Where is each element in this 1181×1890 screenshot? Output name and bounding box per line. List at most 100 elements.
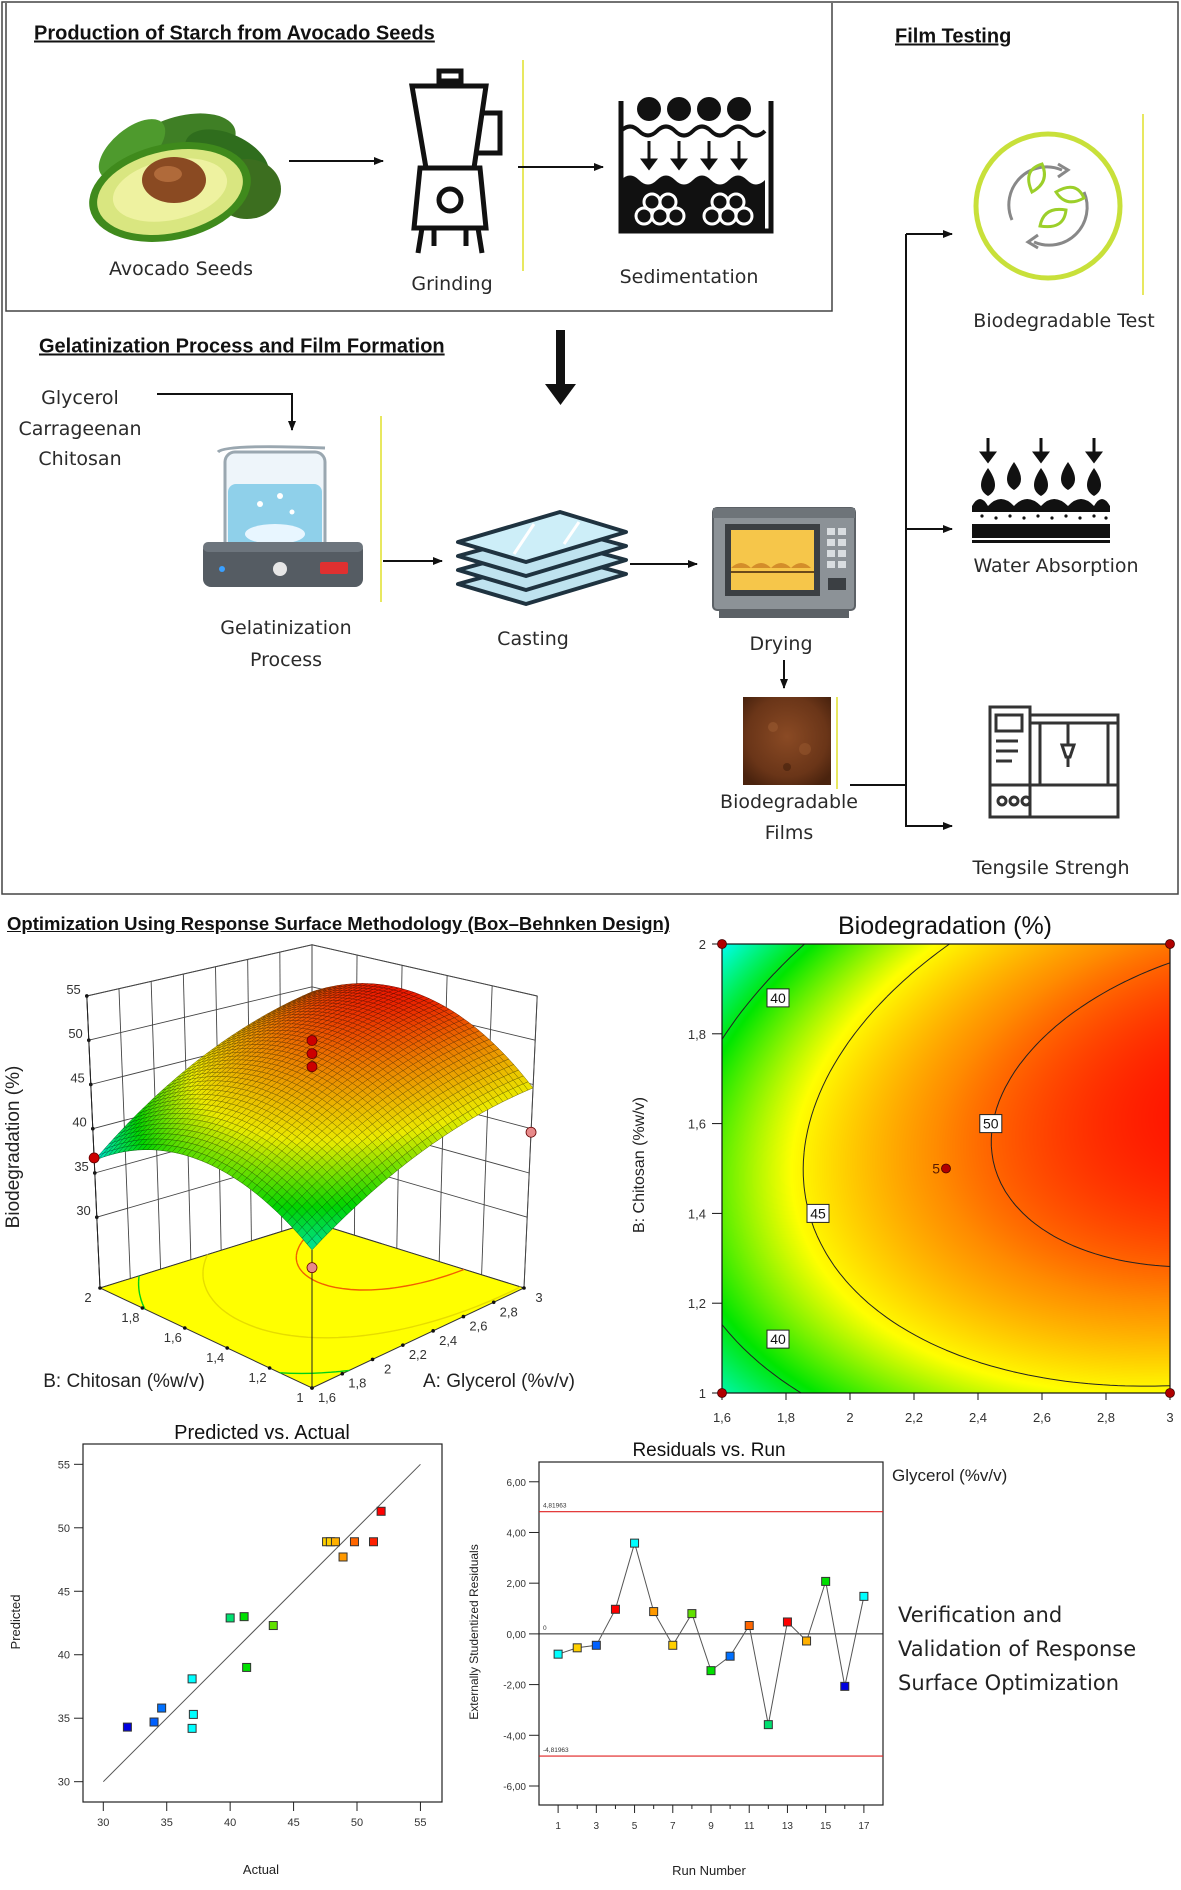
data-point	[349, 1537, 359, 1547]
data-point	[840, 1681, 850, 1691]
contour-line-45	[802, 943, 1171, 1387]
design-point	[1165, 1388, 1175, 1398]
ingredient-glycerol: Glycerol	[41, 387, 119, 409]
data-point	[630, 1538, 640, 1548]
contour-label: 40	[770, 990, 786, 1006]
z-tick-label: 40	[72, 1115, 86, 1130]
z-tick-label: 35	[74, 1159, 88, 1174]
arrow-ingredients-to-gelatinization	[157, 393, 296, 431]
x-tick-label: 55	[414, 1817, 426, 1829]
x-tick-label: 1	[555, 1821, 561, 1832]
section-title-starch-production: Production of Starch from Avocado Seeds	[34, 22, 435, 45]
accent-line	[522, 60, 524, 271]
data-point	[802, 1636, 812, 1646]
y-tick-label: 2	[699, 937, 706, 952]
a-tick-label: 2,6	[469, 1319, 487, 1334]
contour-frame	[721, 943, 1171, 1394]
surface-b-axis-label: B: Chitosan (%w/v)	[43, 1371, 205, 1392]
x-tick-label: 3	[594, 1821, 600, 1832]
section-title-film-testing: Film Testing	[895, 25, 1012, 48]
avocado-icon	[89, 113, 281, 242]
surface-cell	[306, 1238, 318, 1251]
x-tick-label: 1,8	[777, 1410, 795, 1425]
y-tick-label: -2,00	[503, 1681, 526, 1692]
a-tick-label: 2,2	[409, 1347, 427, 1362]
diagram-outer-frame	[1, 1, 1179, 895]
contour-line-50	[990, 962, 1171, 1267]
x-tick-label: 17	[858, 1821, 870, 1832]
b-tick-label: 1,2	[249, 1370, 267, 1385]
data-point	[763, 1720, 773, 1730]
verification-text-line-1: Verification and	[898, 1603, 1063, 1627]
water-drops-icon	[972, 438, 1110, 543]
section-title-gelatinization: Gelatinization Process and Film Formatio…	[39, 335, 445, 358]
a-tick-label: 2,8	[500, 1304, 518, 1319]
data-point	[821, 1576, 831, 1586]
data-point	[157, 1703, 167, 1713]
data-point	[268, 1621, 278, 1631]
limit-line-label: 4,81963	[543, 1503, 567, 1510]
surface-3d-plot: 30 35 40 45 50 55 1 1,2 1,4 1,6 1,8 2 1,6 1,8 2 2,2 2,4 2…	[66, 944, 543, 1405]
x-tick-label: 30	[97, 1817, 109, 1829]
zero-line-label: 0	[543, 1625, 547, 1632]
data-point	[187, 1723, 197, 1733]
b-tick-label: 1,6	[164, 1330, 182, 1345]
sedimentation-icon	[618, 97, 774, 234]
data-point	[188, 1709, 198, 1719]
a-tick	[401, 1343, 405, 1347]
data-point	[649, 1607, 659, 1617]
step-label-drying: Drying	[749, 633, 813, 655]
y-tick-label: 30	[58, 1777, 70, 1789]
residuals-vs-run-plot: 1 3 5 7 9 11 13 15 17-6,00-4,00-2,000,002,004,00…	[503, 1461, 884, 1832]
x-tick-label: 2	[846, 1410, 853, 1425]
contour-plot: 1,6 1,8 2 2,2 2,4 2,6 2,8 3 1 1,2 1,4 1,6 1,8 2 40 40 45…	[688, 937, 1175, 1425]
step-label-sedimentation: Sedimentation	[619, 266, 759, 288]
data-point	[239, 1612, 249, 1622]
y-tick-label: 35	[58, 1713, 70, 1725]
step-label-gelatinization: Gelatinization	[220, 617, 352, 639]
starch-production-box	[5, 3, 833, 312]
contour-label-box	[766, 988, 790, 1008]
residuals-title: Residuals vs. Run	[632, 1440, 785, 1461]
x-tick-label: 7	[670, 1821, 676, 1832]
design-point	[306, 1048, 318, 1059]
data-point	[376, 1506, 386, 1516]
x-tick-label: 13	[782, 1821, 794, 1832]
data-point	[744, 1621, 754, 1631]
x-tick-label: 1,6	[713, 1410, 731, 1425]
accent-line	[836, 697, 838, 789]
a-tick	[370, 1357, 375, 1362]
accent-line	[1142, 114, 1144, 295]
design-point	[717, 1388, 727, 1398]
y-tick-label: 4,00	[507, 1528, 527, 1539]
data-point	[610, 1604, 620, 1614]
data-point	[687, 1609, 697, 1619]
z-tick-label: 45	[70, 1070, 84, 1085]
data-point	[122, 1722, 132, 1732]
contour-line-40	[721, 943, 805, 1394]
data-point	[782, 1617, 792, 1627]
design-point	[306, 1262, 318, 1274]
data-point	[572, 1643, 582, 1653]
b-tick	[225, 1346, 229, 1350]
x-tick-label: 9	[708, 1821, 714, 1832]
b-tick-label: 1,8	[121, 1310, 139, 1325]
a-tick	[431, 1329, 435, 1333]
x-tick-label: 45	[287, 1817, 299, 1829]
design-point	[941, 1163, 951, 1174]
verification-text-line-3: Surface Optimization	[898, 1671, 1120, 1695]
data-point	[187, 1674, 197, 1684]
connector-films-to-tests	[850, 234, 907, 786]
design-point	[717, 939, 727, 949]
film-sample-icon	[743, 697, 831, 785]
x-tick-label: 40	[224, 1817, 236, 1829]
x-tick-label: 3	[1166, 1410, 1173, 1425]
a-tick-label: 1,8	[348, 1376, 366, 1391]
design-point-label: 5	[932, 1161, 940, 1177]
glass-plates-icon	[456, 510, 628, 606]
y-tick-label: 0,00	[507, 1630, 527, 1641]
y-tick-label: 2,00	[507, 1579, 527, 1590]
data-point	[338, 1552, 348, 1562]
hotplate-beaker-icon	[203, 445, 363, 587]
x-tick-label: 50	[351, 1817, 363, 1829]
